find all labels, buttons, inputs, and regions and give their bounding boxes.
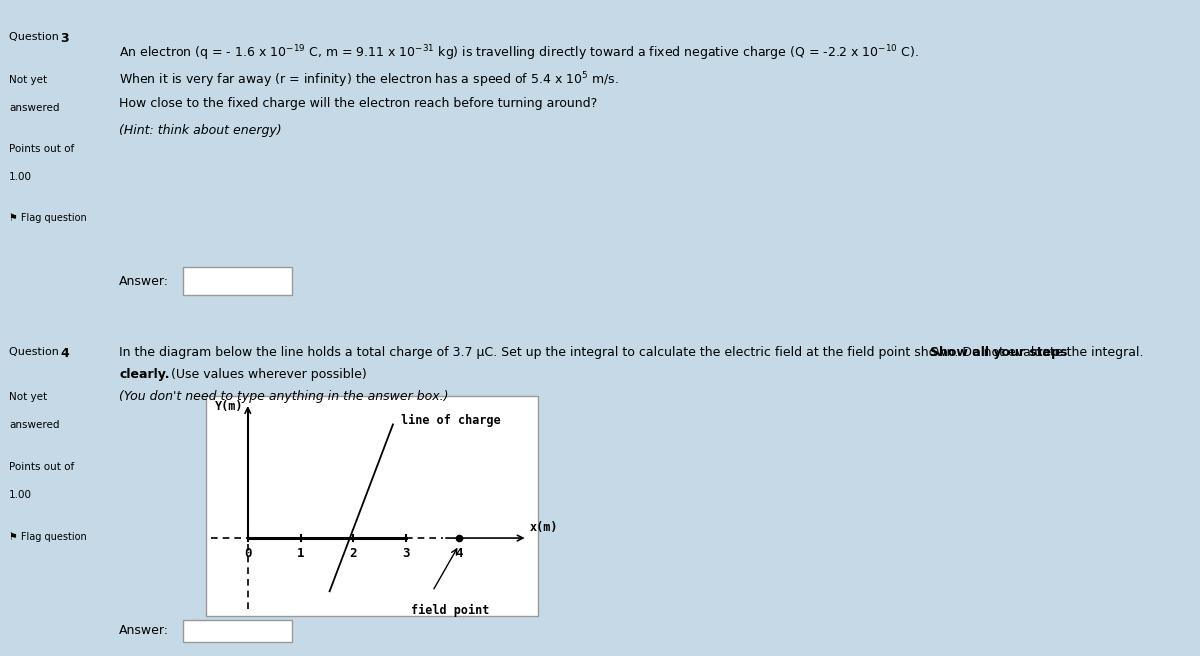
- FancyBboxPatch shape: [182, 620, 292, 642]
- Text: 3: 3: [60, 31, 68, 45]
- Text: field point: field point: [412, 604, 490, 617]
- Text: 0: 0: [244, 547, 252, 560]
- Text: Show all your steps: Show all your steps: [930, 346, 1067, 359]
- Text: line of charge: line of charge: [401, 414, 500, 427]
- Text: 4: 4: [60, 347, 70, 360]
- Text: answered: answered: [10, 104, 60, 113]
- Text: Not yet: Not yet: [10, 392, 48, 401]
- Text: Answer:: Answer:: [119, 624, 169, 637]
- Text: 1.00: 1.00: [10, 490, 32, 501]
- FancyBboxPatch shape: [205, 396, 538, 616]
- Text: Not yet: Not yet: [10, 75, 48, 85]
- Text: ⚑ Flag question: ⚑ Flag question: [10, 213, 88, 222]
- Text: How close to the fixed charge will the electron reach before turning around?: How close to the fixed charge will the e…: [119, 97, 598, 110]
- Text: 2: 2: [349, 547, 358, 560]
- Text: (You don't need to type anything in the answer box.): (You don't need to type anything in the …: [119, 390, 449, 403]
- Text: Question: Question: [10, 31, 62, 42]
- Text: 1: 1: [296, 547, 305, 560]
- Text: When it is very far away (r = infinity) the electron has a speed of 5.4 x 10$^{5: When it is very far away (r = infinity) …: [119, 70, 619, 90]
- Text: x(m): x(m): [530, 521, 559, 534]
- Text: 1.00: 1.00: [10, 172, 32, 182]
- Text: answered: answered: [10, 420, 60, 430]
- Text: Points out of: Points out of: [10, 462, 74, 472]
- Text: clearly.: clearly.: [119, 368, 169, 381]
- Text: In the diagram below the line holds a total charge of 3.7 μC. Set up the integra: In the diagram below the line holds a to…: [119, 346, 1147, 359]
- Text: Question: Question: [10, 347, 62, 357]
- Text: (Hint: think about energy): (Hint: think about energy): [119, 124, 282, 137]
- Text: 3: 3: [402, 547, 410, 560]
- Text: Points out of: Points out of: [10, 144, 74, 154]
- Text: An electron (q = - 1.6 x 10$^{-19}$ C, m = 9.11 x 10$^{-31}$ kg) is travelling d: An electron (q = - 1.6 x 10$^{-19}$ C, m…: [119, 43, 919, 63]
- Text: (Use values wherever possible): (Use values wherever possible): [167, 368, 367, 381]
- Text: Y(m): Y(m): [215, 400, 244, 413]
- Text: Answer:: Answer:: [119, 275, 169, 288]
- Text: ⚑ Flag question: ⚑ Flag question: [10, 531, 88, 542]
- FancyBboxPatch shape: [182, 267, 292, 295]
- Text: 4: 4: [455, 547, 463, 560]
